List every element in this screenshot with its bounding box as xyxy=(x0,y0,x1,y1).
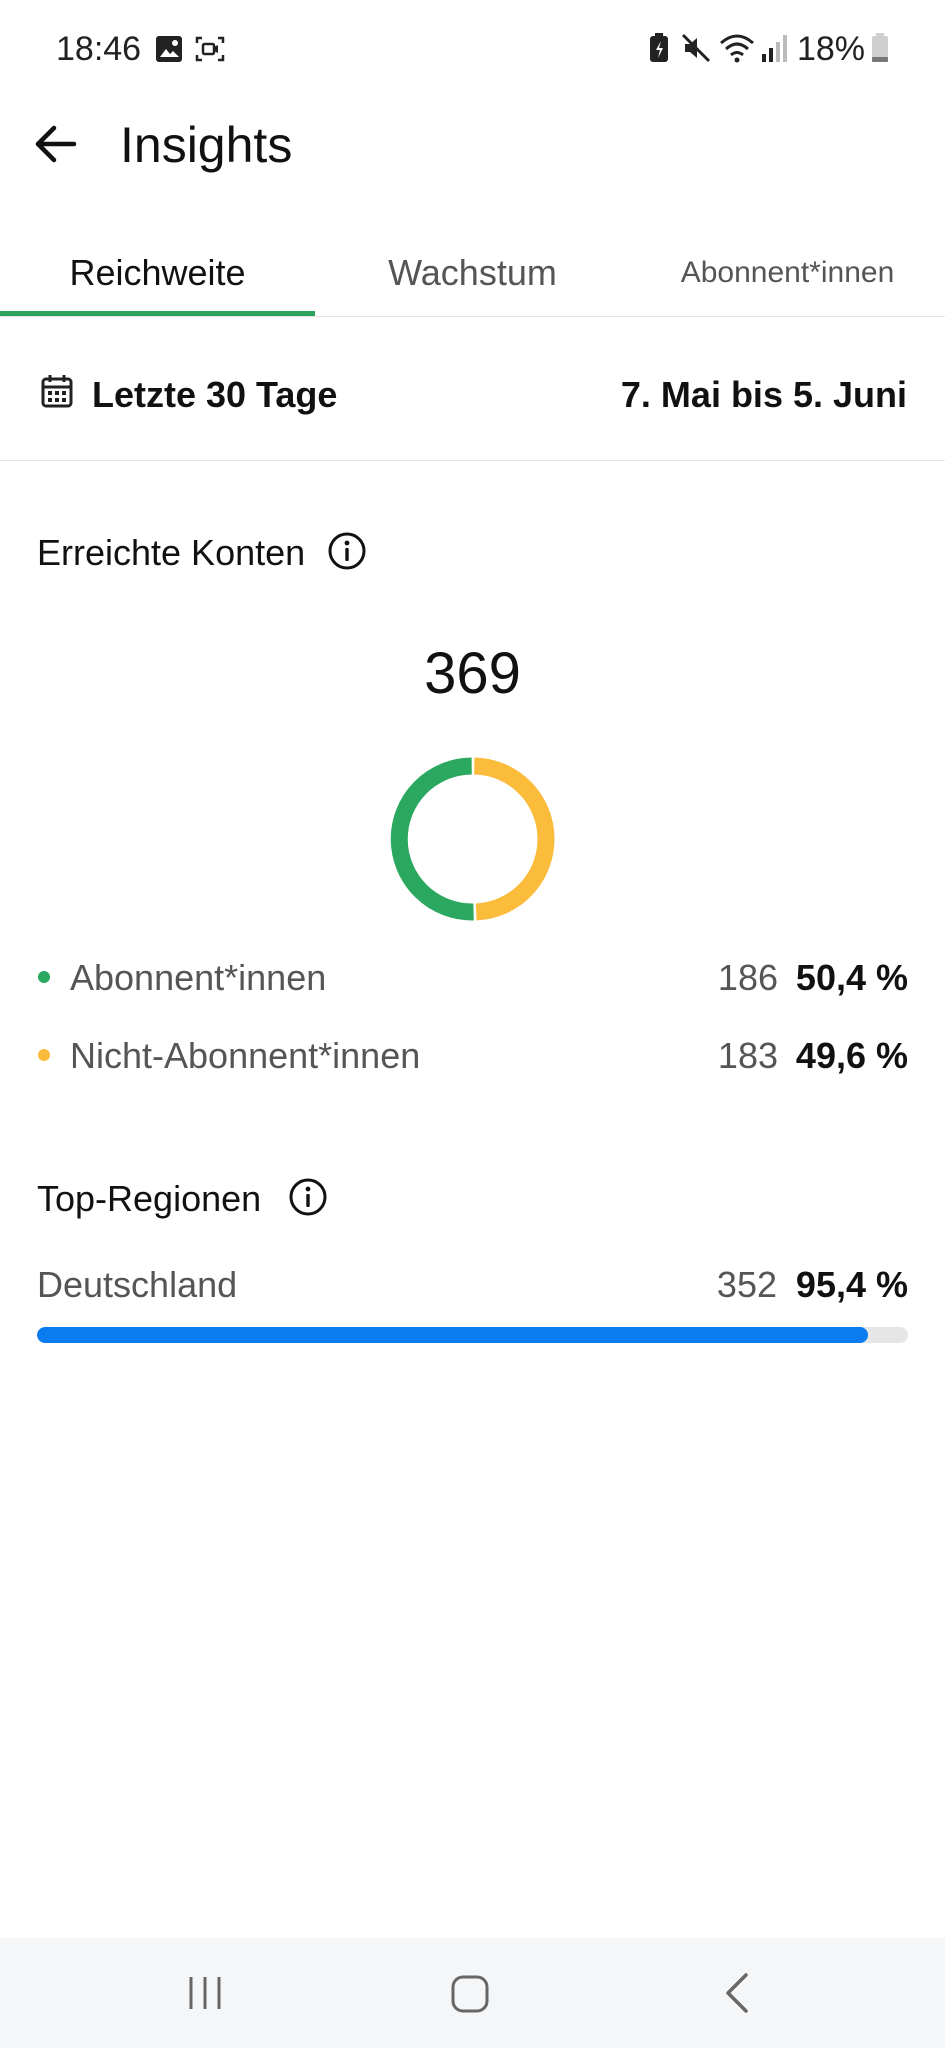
legend-label: Nicht-Abonnent*innen xyxy=(70,1035,421,1076)
legend-dot xyxy=(38,971,50,983)
region-progress-track xyxy=(37,1327,908,1343)
status-time: 18:46 xyxy=(56,30,142,68)
battery-icon xyxy=(872,33,888,62)
home-icon[interactable] xyxy=(449,1973,491,2015)
info-icon[interactable] xyxy=(327,531,367,571)
legend-label: Abonnent*innen xyxy=(70,957,327,998)
page-title: Insights xyxy=(120,117,293,173)
mute-icon xyxy=(681,33,711,63)
tab-reichweite[interactable]: Reichweite xyxy=(0,230,315,316)
tab-label: Abonnent*innen xyxy=(680,256,895,289)
tab-abonnentinnen[interactable]: Abonnent*innen xyxy=(630,230,945,316)
legend-dot xyxy=(38,1049,50,1061)
wifi-icon xyxy=(720,34,754,63)
battery-saver-icon xyxy=(650,33,668,62)
battery-percentage: 18% xyxy=(796,30,865,68)
region-name: Deutschland xyxy=(37,1264,238,1305)
reached-accounts-donut-chart xyxy=(390,757,555,921)
reached-accounts-total: 369 xyxy=(424,641,521,706)
region-percent: 95,4 % xyxy=(795,1264,908,1305)
back-icon[interactable] xyxy=(718,1971,758,2015)
reached-accounts-title: Erreichte Konten xyxy=(37,532,306,573)
donut-slice-followers xyxy=(390,757,474,921)
system-nav-bar xyxy=(0,1938,945,2048)
calendar-icon xyxy=(41,375,73,408)
tab-wachstum[interactable]: Wachstum xyxy=(315,230,630,316)
tab-label: Wachstum xyxy=(388,252,557,293)
signal-icon xyxy=(762,35,787,62)
region-count: 352 xyxy=(716,1264,777,1305)
screen-record-icon xyxy=(195,36,225,62)
legend-percent: 49,6 % xyxy=(795,1035,908,1076)
tab-label: Reichweite xyxy=(69,252,246,293)
arrow-left-icon xyxy=(35,125,77,163)
legend-item-followers: Abonnent*innen 186 50,4 % xyxy=(36,951,908,1001)
legend-percent: 50,4 % xyxy=(795,957,908,998)
tabs-divider xyxy=(0,316,945,317)
image-icon xyxy=(156,36,182,62)
date-range-value: 7. Mai bis 5. Juni xyxy=(620,374,907,415)
recent-apps-icon[interactable] xyxy=(185,1973,225,2013)
active-tab-indicator xyxy=(0,311,315,316)
back-button[interactable] xyxy=(26,112,90,176)
donut-slice-non-followers xyxy=(473,757,555,921)
date-divider xyxy=(0,460,945,461)
legend-item-non-followers: Nicht-Abonnent*innen 183 49,6 % xyxy=(36,1029,908,1079)
info-icon[interactable] xyxy=(288,1177,328,1217)
date-range-label: Letzte 30 Tage xyxy=(92,374,338,415)
region-progress-fill xyxy=(37,1327,868,1343)
legend-count: 186 xyxy=(717,957,778,998)
legend-count: 183 xyxy=(717,1035,778,1076)
top-regions-title: Top-Regionen xyxy=(37,1178,262,1219)
